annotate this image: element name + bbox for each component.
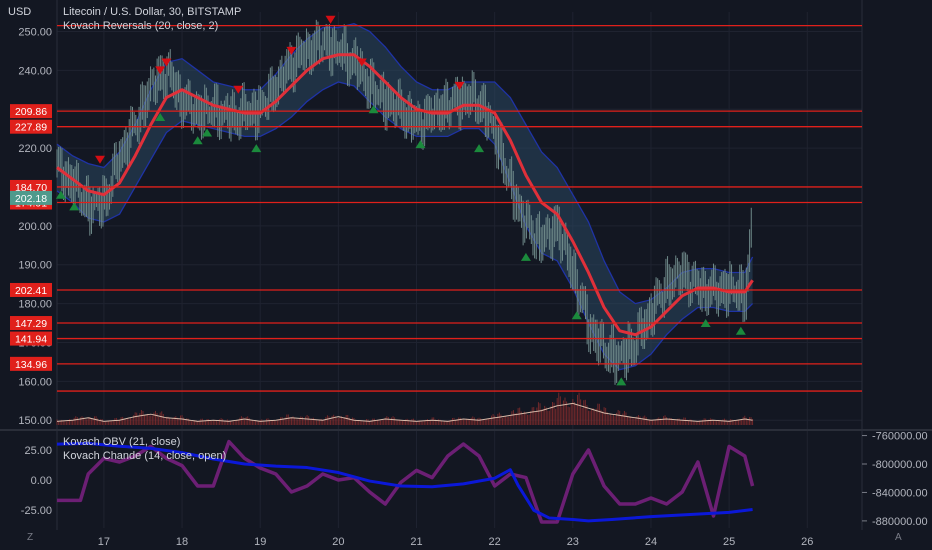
volume-ma-line (56, 402, 753, 422)
buy-signal-marker (368, 105, 379, 114)
signals (55, 15, 746, 386)
y-tick-label: 250.00 (18, 26, 52, 38)
current-price-label-bg (10, 190, 52, 205)
sma-line (56, 53, 754, 337)
buy-signal-marker (616, 377, 627, 386)
current-price-label: 202.18 (15, 193, 47, 205)
level-price-label-bg (10, 356, 52, 371)
level-price-label-bg (10, 282, 52, 297)
buy-signal-marker (251, 144, 262, 153)
y-tick-label: 200.00 (18, 221, 52, 233)
horizontal-levels[interactable] (57, 24, 862, 392)
obv-line (56, 441, 753, 523)
y-tick-label: 190.00 (18, 260, 52, 272)
right-axis-label: -880000.00 (872, 516, 928, 528)
chande-legend[interactable]: Kovach Chande (14, close, open) (63, 450, 227, 462)
sell-signal-marker (356, 58, 367, 67)
buy-signal-marker (571, 311, 582, 320)
x-tick-label: 22 (489, 536, 501, 548)
currency-label: USD (8, 6, 32, 18)
x-tick-label: 20 (332, 536, 344, 548)
level-price-label-bg (10, 119, 52, 134)
level-price-label-bg (10, 316, 52, 331)
buy-signal-marker (202, 128, 213, 137)
level-price-label: 147.29 (15, 318, 47, 330)
level-price-label: 141.94 (15, 334, 47, 346)
symbol-title[interactable]: Litecoin / U.S. Dollar, 30, BITSTAMP (63, 6, 242, 18)
sell-signal-marker (94, 155, 105, 164)
right-axis-label: -760000.00 (872, 431, 928, 443)
chande-line (57, 439, 755, 524)
x-tick-label: 23 (567, 536, 579, 548)
right-axis-label: -800000.00 (872, 459, 928, 471)
buy-signal-marker (520, 252, 531, 261)
x-tick-label: 26 (801, 536, 813, 548)
sell-signal-marker (286, 46, 297, 55)
level-price-label-bg (10, 179, 52, 194)
y-tick-label: 150.00 (18, 415, 52, 427)
buy-signal-marker (700, 319, 711, 328)
level-price-label-bg (10, 104, 52, 119)
buy-signal-marker (192, 136, 203, 145)
level-price-label-bg (10, 331, 52, 346)
sell-signal-marker (454, 81, 465, 90)
x-tick-label: 24 (645, 536, 657, 548)
osc-y-tick-label: 25.00 (24, 445, 52, 457)
right-axis-label: -840000.00 (872, 487, 928, 499)
osc-y-tick-label: 0.00 (31, 475, 52, 487)
auto-scale-glyph[interactable]: A (895, 532, 902, 543)
x-tick-label: 18 (176, 536, 188, 548)
sell-signal-marker (325, 15, 336, 24)
level-price-label: 202.41 (15, 285, 47, 297)
buy-signal-marker (474, 144, 485, 153)
band-upper (56, 22, 754, 305)
level-price-label: 227.89 (15, 122, 47, 134)
buy-signal-marker (55, 190, 66, 199)
indicator-legend[interactable]: Kovach Reversals (20, close, 2) (63, 20, 219, 32)
zoom-reset-glyph[interactable]: Z (27, 532, 34, 543)
buy-signal-marker (69, 202, 80, 211)
x-tick-label: 25 (723, 536, 735, 548)
buy-signal-marker (735, 326, 746, 335)
oscillator-series (56, 439, 755, 524)
sell-signal-marker (161, 58, 172, 67)
x-tick-label: 19 (254, 536, 266, 548)
axes: 150.00160.00170.00180.00190.00200.00210.… (18, 26, 927, 548)
y-tick-label: 180.00 (18, 299, 52, 311)
buy-signal-marker (155, 112, 166, 121)
buy-signal-marker (415, 140, 426, 149)
sell-signal-marker (233, 85, 244, 94)
osc-y-tick-label: -25.00 (21, 505, 52, 517)
sma-series (56, 53, 754, 337)
x-tick-label: 21 (410, 536, 422, 548)
price-labels: 209.86227.89184.70174.91202.41147.29141.… (10, 104, 52, 371)
obv-legend[interactable]: Kovach OBV (21, close) (63, 436, 181, 448)
y-tick-label: 240.00 (18, 65, 52, 77)
volume-bars (56, 392, 754, 425)
level-price-label: 134.96 (15, 359, 47, 371)
level-price-label: 209.86 (15, 106, 47, 118)
x-tick-label: 17 (98, 536, 110, 548)
sell-signal-marker (155, 66, 166, 75)
y-tick-label: 220.00 (18, 143, 52, 155)
y-tick-label: 160.00 (18, 376, 52, 388)
